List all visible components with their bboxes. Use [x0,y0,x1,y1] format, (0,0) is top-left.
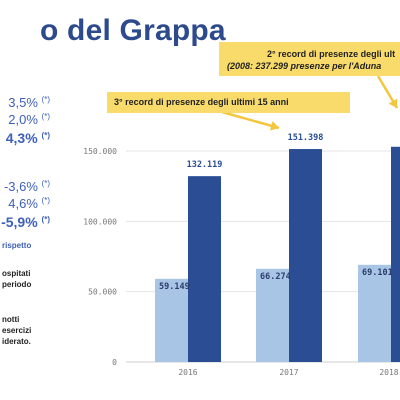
stat-footnote-mark: (*) [41,196,50,205]
stat-value: -3,6% (*) [4,179,50,194]
x-tick-label: 2017 [279,368,298,377]
gridlines: 0 50.000 100.000 150.000 [83,147,400,367]
callout-arrow-head [388,98,398,108]
x-tick-label: 2018 [379,368,398,377]
stat-number: -5,9% [1,214,38,230]
bar-series-1 [256,268,289,362]
bar-series-1 [358,264,391,362]
note-ospiti-line: ospitati [2,269,31,278]
stat-value: 2,0% (*) [8,112,50,127]
page-title: o del Grappa [40,14,226,47]
stat-footnote-mark: (*) [41,112,50,121]
callout-arrows [221,75,399,131]
note-notti-line: esercizi [2,326,32,335]
callout-second-record-line2: (2008: 237.299 presenze per l'Aduna [227,61,382,71]
stat-footnote-mark: (*) [41,95,50,104]
bar-series-2 [188,176,221,362]
callout-third-record: 3° record di presenze degli ultimi 15 an… [107,92,350,113]
bar-series-2 [391,146,400,362]
stat-number: 3,5% [8,95,38,110]
y-tick-label: 50.000 [88,288,117,297]
note-notti-line: notti [2,315,20,324]
stat-footnote-mark: (*) [41,179,50,188]
bar-series-2 [289,149,322,362]
note-ospiti-line: periodo [2,280,32,289]
callout-second-record: 2° record di presenze degli ult (2008: 2… [219,42,400,76]
stat-number: 4,6% [8,196,38,211]
data-label: 132.119 [187,160,223,170]
y-tick-label: 150.000 [83,147,117,156]
stat-number: 4,3% [5,130,38,146]
stat-number: 2,0% [8,112,38,127]
callout-second-record-line1: 2° record di presenze degli ult [267,49,396,59]
stat-footnote-mark: (*) [41,215,50,224]
note-notti-line: iderato. [2,337,31,346]
data-label: 66.274 [260,272,291,282]
bars [155,146,400,362]
data-label: 59.149 [159,282,190,292]
stat-value-total: -5,9% (*) [1,214,50,230]
y-tick-label: 100.000 [83,217,117,226]
callout-arrow-head [269,121,279,131]
stat-value: 4,6% (*) [8,196,50,211]
stat-number: -3,6% [3,179,38,194]
callout-third-record-text: 3° record di presenze degli ultimi 15 an… [114,97,289,107]
callout-arrow-line [221,110,280,130]
x-tick-label: 2016 [178,368,197,377]
stat-footnote-mark: (*) [41,131,50,140]
data-label: 151.398 [288,133,324,143]
note-rispetto: rispetto [2,241,32,250]
bar-series-1 [155,278,188,362]
stat-value-total: 4,3% (*) [6,130,50,146]
data-label: 69.101 [362,268,393,278]
y-tick-label: 0 [112,358,117,367]
stat-value: 3,5% (*) [8,95,50,110]
